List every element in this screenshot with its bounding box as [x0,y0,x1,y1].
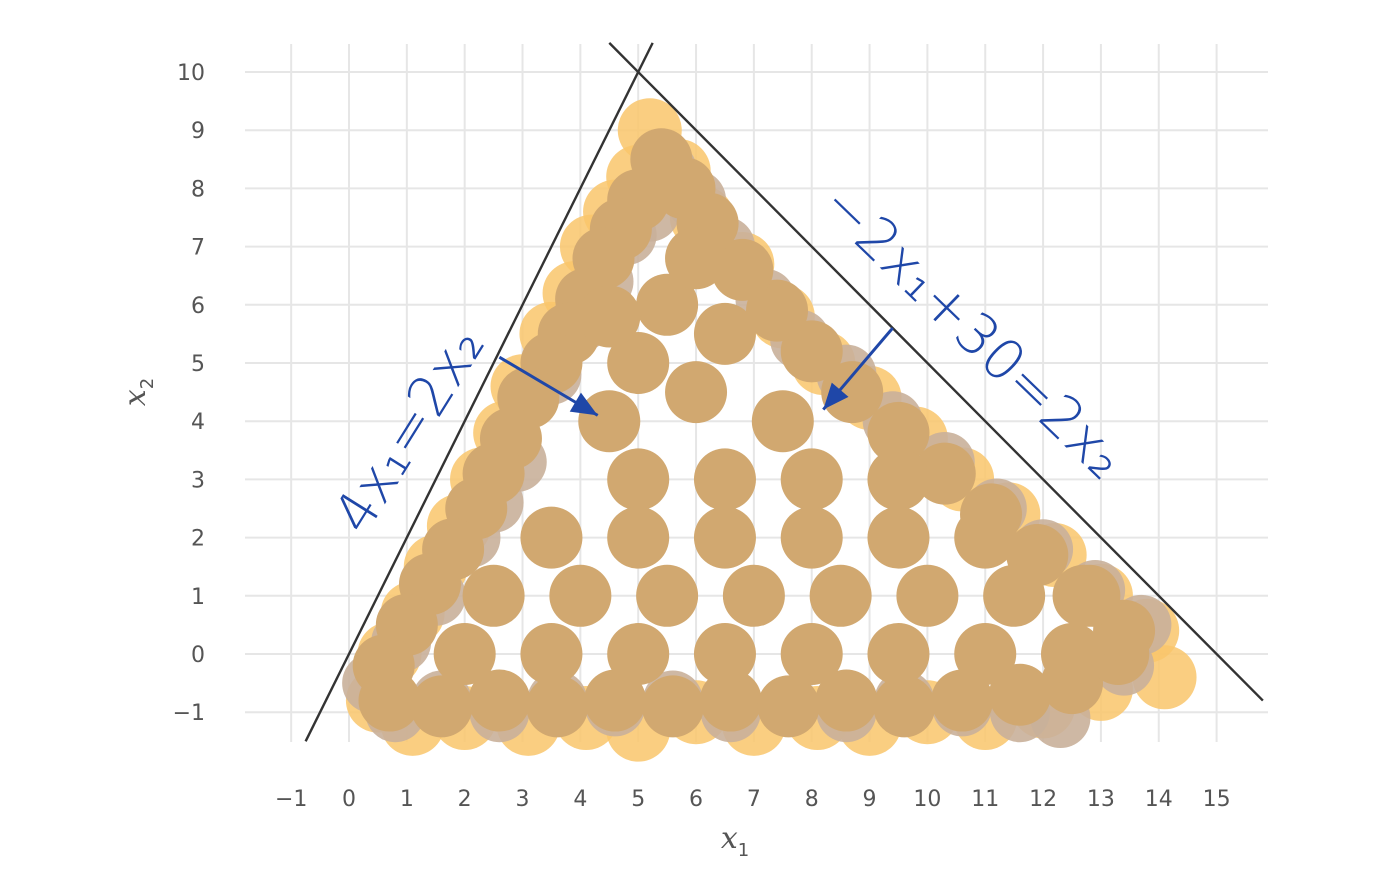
x-tick-label: 13 [1087,787,1115,812]
x-tick-label: 10 [913,787,941,812]
x-tick-label: 15 [1203,787,1231,812]
y-tick-label: 5 [191,352,205,377]
scatter-point [873,675,936,738]
scatter-point [578,390,641,453]
y-tick-label: 2 [191,527,205,552]
scatter-point [867,506,930,569]
constraint-line [304,42,654,742]
scatter-point [520,506,583,569]
scatter-point [954,506,1017,569]
scatter-point [954,623,1017,685]
y-tick-label: 3 [191,468,205,493]
scatter-point [526,675,589,738]
scatter-point [780,623,843,685]
scatter-point [983,564,1046,627]
scatter-point [815,669,878,732]
scatter-point [867,623,930,685]
scatter-point [636,564,699,627]
scatter-point [468,669,531,732]
y-tick-label: 9 [191,119,205,144]
y-tick-label: 10 [177,61,205,86]
scatter-point [462,564,525,627]
scatter-point [410,675,473,738]
x-tick-label: 5 [631,787,645,812]
scatter-point [520,623,583,685]
scatter-point [607,506,670,569]
scatter-point [607,448,670,511]
x-tick-label: 12 [1029,787,1057,812]
scatter-point [988,663,1051,726]
scatter-point [1041,623,1103,685]
scatter-point [665,361,728,424]
scatter-point [896,564,959,627]
scatter-point [693,506,756,569]
scatter-point [780,320,843,383]
y-tick-label: 8 [191,177,205,202]
scatter-point [867,448,930,511]
y-tick-label: 7 [191,236,205,261]
x-tick-label: 6 [689,787,703,812]
scatter-point [665,227,728,290]
scatter-point [780,506,843,569]
x-tick-label: 11 [971,787,999,812]
scatter-point [711,238,774,301]
scatter-point [821,361,884,424]
scatter-point [693,302,756,365]
scatter-point [358,669,421,732]
constraint-line [608,42,1264,702]
x-tick-label: 8 [805,787,819,812]
scatter-point [780,448,843,511]
x-tick-label: 0 [342,787,356,812]
x-axis-label: x1 [721,821,749,861]
y-axis-label: x2 [118,378,158,406]
y-axis-ticks: −1 0 1 2 3 4 5 6 7 8 9 10 [173,61,205,726]
x-tick-label: 7 [747,787,761,812]
scatter-point [722,564,785,627]
scatter-point [578,285,641,348]
y-tick-label: 6 [191,294,205,319]
scatter-point [913,442,976,505]
annotation-right-constraint: −2x₁+30=2x₂ [808,171,1137,492]
y-tick-label: 1 [191,585,205,610]
scatter-point [931,669,994,732]
constraint-lines [304,42,1264,742]
scatter-point [757,675,820,738]
x-tick-label: 9 [863,787,877,812]
x-axis-ticks: −1 0 1 2 3 4 5 6 7 8 9 10 11 12 13 14 15 [275,787,1231,812]
scatter-point [433,623,496,685]
annotation-arrow-head [569,392,598,416]
scatter-point [809,564,872,627]
y-tick-label: 0 [191,643,205,668]
y-tick-label: 4 [191,410,205,435]
scatter-point [693,623,756,685]
x-tick-label: 2 [458,787,472,812]
scatter-point [607,623,670,685]
scatter-points [342,98,1197,762]
scatter-point [653,157,716,220]
scatter-point [751,390,814,453]
scatter-point [693,448,756,511]
scatter-point [699,669,762,732]
scatter-point [641,675,704,738]
scatter-point [746,279,809,342]
y-tick-label: −1 [173,701,205,726]
scatter-point [549,564,612,627]
scatter-point [1058,564,1121,627]
scatter-point [584,669,647,732]
scatter-point [607,332,670,394]
scatter-point [636,273,699,336]
x-tick-label: 14 [1145,787,1173,812]
x-tick-label: 4 [573,787,587,812]
scatter-point [867,401,930,464]
x-tick-label: −1 [275,787,307,812]
annotation-arrow-head [823,382,849,410]
x-tick-label: 1 [400,787,414,812]
x-tick-label: 3 [516,787,530,812]
